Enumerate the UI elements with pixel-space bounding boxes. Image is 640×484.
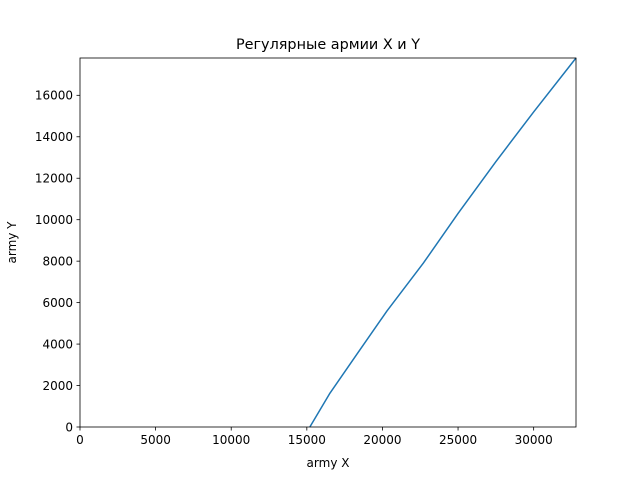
x-tick-label: 5000 (140, 433, 171, 447)
x-tick-label: 0 (76, 433, 84, 447)
plot-layer (309, 57, 577, 428)
y-tick-label: 12000 (35, 172, 73, 186)
y-tick-label: 16000 (35, 89, 73, 103)
y-tick-label: 14000 (35, 130, 73, 144)
plot-frame (79, 57, 577, 428)
y-tick-label: 8000 (42, 254, 73, 268)
x-tick-label: 10000 (212, 433, 250, 447)
chart-title: Регулярные армии X и Y (236, 37, 420, 53)
x-tick-label: 15000 (288, 433, 326, 447)
x-tick-label: 20000 (363, 433, 401, 447)
y-axis-label: army Y (5, 221, 19, 264)
ticks-layer: 0 5000 10000 15000 20000 25000 30000 0 2000 4000 6… (35, 89, 553, 447)
y-tick-label: 6000 (42, 296, 73, 310)
x-tick-label: 30000 (515, 433, 553, 447)
x-tick-label: 25000 (439, 433, 477, 447)
y-tick-label: 2000 (42, 379, 73, 393)
series-line-0 (309, 57, 577, 428)
y-tick-label: 4000 (42, 337, 73, 351)
y-tick-label: 10000 (35, 213, 73, 227)
x-axis-label: army X (307, 456, 350, 470)
y-tick-label: 0 (65, 420, 73, 434)
